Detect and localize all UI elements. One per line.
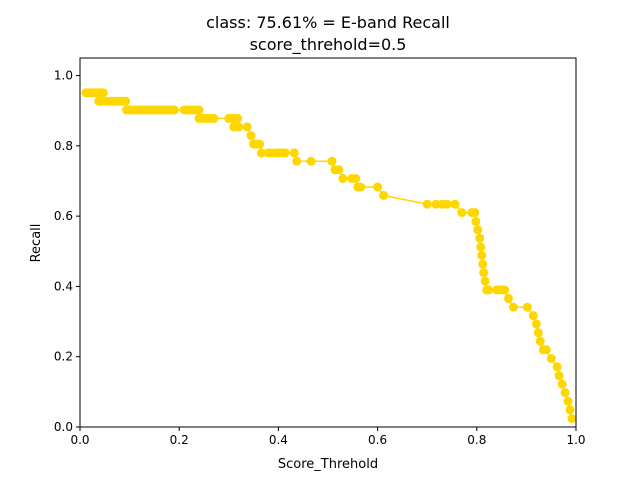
recall-point (509, 302, 518, 312)
x-tick-label: 0.6 (368, 433, 387, 447)
recall-point (471, 216, 481, 226)
recall-point (504, 293, 513, 303)
recall-point (450, 199, 460, 209)
recall-point (484, 285, 494, 295)
y-tick-label: 0.4 (54, 279, 73, 293)
x-tick-label: 0.8 (467, 433, 486, 447)
recall-point (356, 182, 366, 192)
recall-point (257, 148, 266, 158)
recall-point (351, 174, 361, 183)
recall-point (565, 405, 575, 415)
x-axis-label: Score_Threhold (278, 457, 378, 472)
y-tick-label: 0.6 (54, 209, 73, 223)
recall-point (500, 285, 510, 295)
x-tick-label: 0.0 (70, 433, 89, 447)
tick-layer: 0.0 0.2 0.4 0.6 0.8 1.0 0.0 0.2 0.4 0.6 0.8 1.0 (54, 69, 586, 447)
recall-point (560, 388, 570, 398)
recall-point (255, 139, 265, 149)
x-tick-label: 1.0 (566, 433, 585, 447)
recall-point (289, 148, 299, 158)
recall-point (533, 328, 543, 338)
x-tick-label: 0.2 (170, 433, 189, 447)
recall-point (98, 88, 108, 98)
recall-point (475, 233, 485, 243)
y-tick-label: 0.8 (54, 139, 73, 153)
y-axis-label: Recall (29, 224, 44, 263)
recall-point (522, 302, 532, 312)
recall-point (169, 105, 179, 115)
y-tick-label: 0.2 (54, 350, 73, 364)
recall-point (121, 96, 131, 106)
chart-title-line2: score_threhold=0.5 (250, 35, 407, 55)
recall-point (478, 259, 488, 269)
recall-point (306, 156, 316, 166)
recall-point (535, 336, 545, 346)
recall-point (479, 268, 489, 278)
recall-point (233, 113, 243, 123)
recall-point (292, 156, 302, 166)
recall-point (209, 113, 219, 123)
recall-point (473, 225, 483, 235)
recall-point (531, 319, 541, 329)
recall-point (234, 122, 244, 132)
recall-point (280, 148, 290, 158)
recall-point (338, 174, 348, 183)
recall-point (334, 165, 344, 175)
y-tick-label: 1.0 (54, 69, 73, 83)
recall-point (242, 122, 252, 132)
recall-point (528, 311, 538, 321)
recall-point (422, 199, 432, 209)
recall-point (327, 156, 337, 166)
recall-point (557, 379, 567, 389)
recall-point (457, 208, 467, 218)
recall-point (246, 131, 256, 141)
chart-title-line1: class: 75.61% = E-band Recall (206, 13, 450, 32)
recall-point (194, 105, 204, 115)
recall-point (552, 362, 562, 372)
recall-point (480, 276, 490, 286)
recall-point (442, 199, 452, 209)
recall-point (546, 354, 556, 363)
recall-point (476, 242, 486, 252)
recall-point (379, 190, 389, 200)
recall-point (563, 396, 573, 406)
recall-point (554, 371, 564, 381)
data-layer (81, 88, 577, 424)
x-tick-label: 0.4 (269, 433, 288, 447)
plot-frame (79, 57, 577, 428)
recall-point (477, 251, 487, 260)
recall-point (567, 414, 577, 424)
recall-point (470, 208, 480, 218)
recall-point (541, 345, 551, 355)
y-tick-label: 0.0 (54, 420, 73, 434)
recall-point (373, 182, 383, 192)
